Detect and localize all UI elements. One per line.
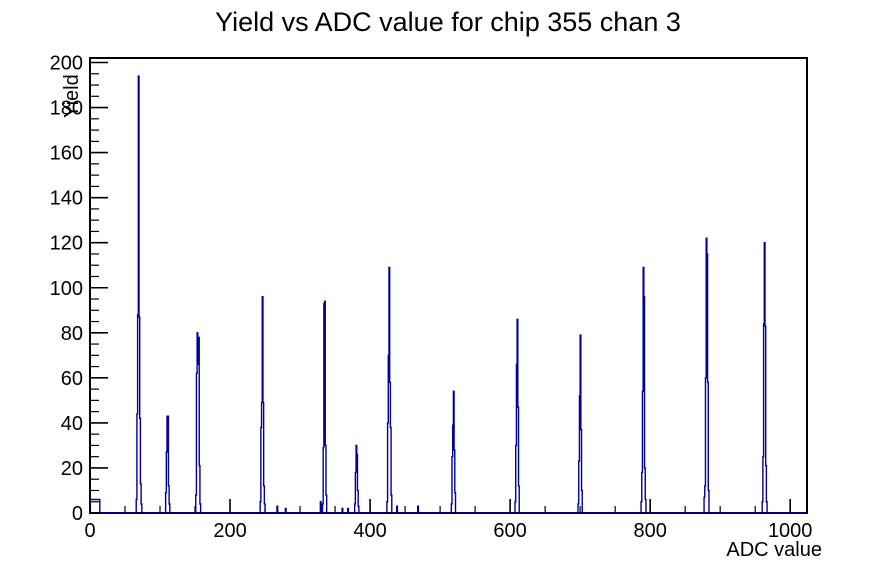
y-tick-label: 20 <box>61 458 83 480</box>
x-tick-label: 1000 <box>768 520 813 542</box>
y-axis-title: Yield <box>61 74 83 118</box>
x-tick-label: 600 <box>493 520 526 542</box>
plot-frame <box>89 57 808 514</box>
y-tick-label: 140 <box>50 188 83 210</box>
y-tick-label: 40 <box>61 413 83 435</box>
x-tick-label: 0 <box>84 520 95 542</box>
y-tick-label: 120 <box>50 233 83 255</box>
axis-ticks <box>89 61 791 514</box>
y-tick-label: 60 <box>61 368 83 390</box>
x-tick-label: 200 <box>213 520 246 542</box>
x-tick-label: 400 <box>353 520 386 542</box>
y-tick-label: 100 <box>50 278 83 300</box>
x-tick-label: 800 <box>633 520 666 542</box>
y-tick-label: 200 <box>50 53 83 75</box>
y-tick-label: 0 <box>72 503 83 525</box>
x-axis-title: ADC value <box>726 539 822 561</box>
histogram-line <box>89 75 807 514</box>
y-tick-label: 160 <box>50 143 83 165</box>
y-tick-label: 180 <box>50 98 83 120</box>
chart-title: Yield vs ADC value for chip 355 chan 3 <box>215 7 681 37</box>
y-tick-label: 80 <box>61 323 83 345</box>
axis-tick-labels: 0 200 400 600 800 1000 0 20 40 60 80 100 120 140 160 18… <box>50 53 813 542</box>
